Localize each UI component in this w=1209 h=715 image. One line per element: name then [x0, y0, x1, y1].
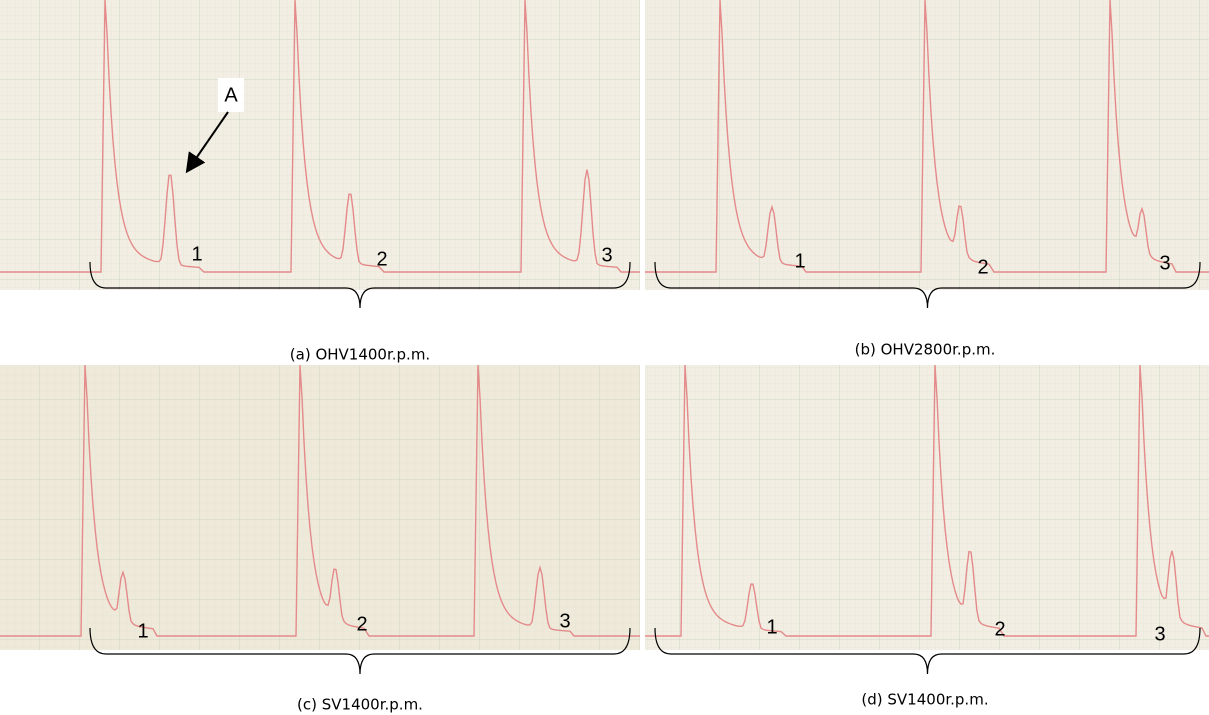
strips — [0, 0, 1209, 650]
peak-label: 3 — [559, 610, 570, 632]
annotation-box — [218, 78, 244, 112]
brace — [654, 261, 1201, 309]
grid-paper — [0, 365, 640, 650]
panel-caption: (d) SV1400r.p.m. — [861, 691, 988, 709]
chromatogram-trace — [0, 0, 640, 273]
brace — [89, 627, 631, 675]
brace — [654, 627, 1201, 675]
peak-label: 1 — [137, 620, 148, 642]
panel-caption: (a) OHV1400r.p.m. — [290, 346, 430, 364]
chromatogram-trace — [0, 364, 640, 637]
grid-paper — [0, 0, 640, 290]
grid-paper — [645, 365, 1209, 650]
chromatograms — [0, 0, 1209, 637]
panel-caption: (c) SV1400r.p.m. — [297, 696, 423, 714]
peak-label: 1 — [191, 243, 202, 265]
peak-label: 3 — [601, 244, 612, 266]
annotation-arrow — [185, 111, 229, 174]
annotation-label: A — [224, 84, 238, 106]
brace — [89, 261, 631, 309]
peak-label: 1 — [794, 250, 805, 272]
peak-label: 2 — [994, 618, 1005, 640]
peak-label: 3 — [1159, 252, 1170, 274]
peak-label: 2 — [977, 256, 988, 278]
panel-caption: (b) OHV2800r.p.m. — [855, 341, 996, 359]
peak-label: 2 — [376, 248, 387, 270]
peak-label: 2 — [356, 613, 367, 635]
annotations: A 1 2 3 (a) OHV1400r.p.m. 1 2 3 (b) OHV2800r.p.… — [89, 78, 1201, 714]
peak-label: 1 — [766, 616, 777, 638]
chromatogram-trace — [645, 0, 1209, 273]
peak-label: 3 — [1154, 623, 1165, 645]
chromatogram-trace — [645, 364, 1209, 637]
